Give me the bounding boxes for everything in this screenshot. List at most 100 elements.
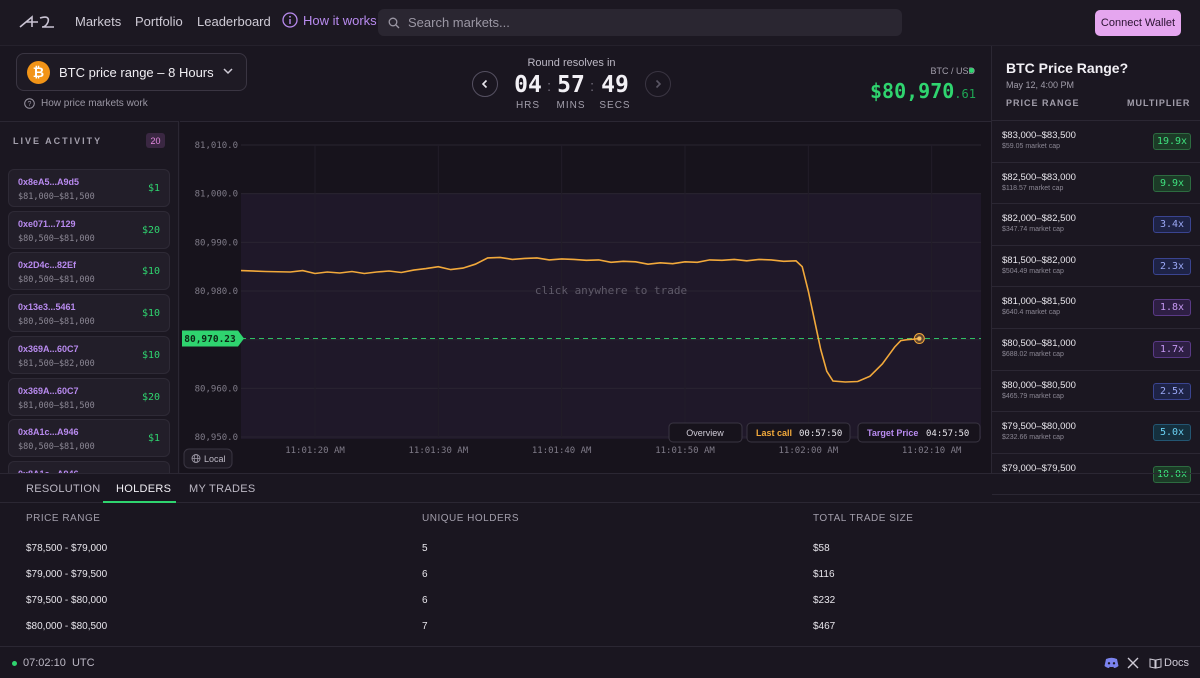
latest-price-dot <box>917 336 922 341</box>
next-round-button[interactable] <box>645 71 671 97</box>
clock-time: 07:02:10 <box>23 657 66 669</box>
range-row[interactable]: $79,000–$79,500 10.0x <box>992 454 1200 496</box>
range-label: $82,500–$83,000 <box>1002 171 1076 183</box>
table-cell: 5 <box>422 543 428 554</box>
multiplier-badge[interactable]: 10.0x <box>1153 465 1191 483</box>
range-label: $82,000–$82,500 <box>1002 213 1076 225</box>
table-cell: $116 <box>813 569 835 580</box>
prev-round-button[interactable] <box>472 71 498 97</box>
connect-wallet-button[interactable]: Connect Wallet <box>1095 10 1181 36</box>
wallet-address: 0x8A1c...A946 <box>18 427 79 438</box>
activity-range: $81,000–$81,500 <box>18 400 95 411</box>
activity-item[interactable]: 0xe071...7129 $80,500–$81,000 $20 <box>8 210 170 249</box>
clock-timezone: UTC <box>71 657 95 669</box>
price-chart[interactable]: 81,010.081,000.080,990.080,980.080,970.0… <box>180 121 991 473</box>
tab-my-trades[interactable]: MY TRADES <box>189 483 256 495</box>
nav-leaderboard[interactable]: Leaderboard <box>197 14 271 29</box>
local-button-bg <box>183 448 233 469</box>
activity-item[interactable]: 0x8A1c...A946 $80,500–$81,000 $1 <box>8 419 170 458</box>
multiplier-badge[interactable]: 1.8x <box>1153 299 1191 317</box>
activity-item[interactable]: 0x13e3...5461 $80,500–$81,000 $10 <box>8 294 170 333</box>
search-input[interactable]: Search markets... <box>378 9 902 36</box>
activity-item[interactable]: 0x8eA5...A9d5 $81,000–$81,500 $1 <box>8 169 170 207</box>
live-activity-panel: LIVE ACTIVITY 20 0x8eA5...A9d5 $81,000–$8… <box>0 121 179 473</box>
tab-holders[interactable]: HOLDERS <box>116 483 172 495</box>
activity-range: $80,500–$81,000 <box>18 317 95 328</box>
docs-link[interactable]: Docs <box>1164 657 1190 669</box>
plot-area <box>241 193 981 439</box>
how-it-works-label: How it works <box>303 12 377 28</box>
activity-range: $80,500–$81,000 <box>18 442 95 453</box>
seconds-label: SECS <box>599 100 631 111</box>
overview-button-bg <box>668 422 743 443</box>
logo[interactable] <box>18 13 60 31</box>
activity-item[interactable]: 0x369A...60C7 $81,000–$81,500 $20 <box>8 377 170 416</box>
multiplier-badge[interactable]: 2.5x <box>1153 382 1191 400</box>
active-tab-indicator <box>103 501 176 503</box>
discord-icon[interactable] <box>1104 657 1119 669</box>
market-cap-label: $232.66 market cap <box>1002 434 1064 442</box>
activity-amount: $20 <box>141 224 160 236</box>
chevron-right-icon <box>655 79 662 89</box>
y-tick-label: 80,990.0 <box>195 238 238 248</box>
table-cell: $58 <box>813 543 830 554</box>
multiplier-badge[interactable]: 2.3x <box>1153 257 1191 275</box>
range-row[interactable]: $82,000–$82,500 $347.74 market cap 3.4x <box>992 204 1200 246</box>
multiplier-badge[interactable]: 5.0x <box>1153 424 1191 442</box>
activity-item[interactable]: 0x8A1c...A946 <box>8 460 170 473</box>
range-label: $81,000–$81,500 <box>1002 296 1076 308</box>
how-price-markets-link[interactable]: ? How price markets work <box>24 98 148 109</box>
market-cap-label: $465.79 market cap <box>1002 392 1064 400</box>
tab-resolution[interactable]: RESOLUTION <box>26 483 101 495</box>
current-price-tag <box>182 330 244 347</box>
price-main: $80,970 <box>870 79 955 103</box>
range-row[interactable]: $80,000–$80,500 $465.79 market cap 2.5x <box>992 371 1200 413</box>
local-time-button[interactable]: Local <box>183 448 233 469</box>
range-label: $80,000–$80,500 <box>1002 379 1076 391</box>
table-cell: $79,500 - $80,000 <box>26 595 108 606</box>
col-price-range: PRICE RANGE <box>1006 98 1080 108</box>
activity-item[interactable]: 0x369A...60C7 $81,500–$82,000 $10 <box>8 335 170 374</box>
countdown-hours: 04 <box>514 72 542 98</box>
activity-amount: $1 <box>147 183 160 194</box>
last-call-button[interactable]: Last call 00:57:50 <box>746 422 851 443</box>
top-nav: Markets Portfolio Leaderboard How it wor… <box>0 0 1200 46</box>
multiplier-badge[interactable]: 19.9x <box>1153 133 1191 150</box>
multiplier-badge[interactable]: 3.4x <box>1153 216 1191 234</box>
multiplier-badge[interactable]: 1.7x <box>1153 340 1191 358</box>
x-tick-label: 11:01:40 AM <box>532 446 592 456</box>
nav-markets[interactable]: Markets <box>75 14 122 29</box>
activity-range: $80,500–$81,000 <box>18 233 95 244</box>
target-price-time: 04:57:50 <box>926 429 969 439</box>
chart-canvas[interactable]: 81,010.081,000.080,990.080,980.080,970.0… <box>180 122 991 474</box>
range-row[interactable]: $83,000–$83,500 $59.05 market cap 19.9x <box>992 121 1200 163</box>
x-twitter-icon[interactable] <box>1127 657 1139 669</box>
multiplier-badge[interactable]: 9.9x <box>1153 174 1191 192</box>
nav-portfolio[interactable]: Portfolio <box>135 14 183 29</box>
range-row[interactable]: $82,500–$83,000 $118.57 market cap 9.9x <box>992 163 1200 205</box>
activity-item[interactable]: 0x2D4c...82Ef $80,500–$81,000 $10 <box>8 252 170 291</box>
range-row[interactable]: $81,000–$81,500 $640.4 market cap 1.8x <box>992 287 1200 329</box>
overview-button[interactable]: Overview <box>668 422 743 443</box>
range-row[interactable]: $81,500–$82,000 $504.49 market cap 2.3x <box>992 246 1200 288</box>
help-icon: ? <box>24 98 35 109</box>
range-row[interactable]: $79,500–$80,000 $232.66 market cap 5.0x <box>992 412 1200 454</box>
market-selector[interactable]: ₿ BTC price range – 8 Hours <box>16 53 247 91</box>
y-tick-label: 80,950.0 <box>195 433 238 443</box>
market-cap-label: $59.05 market cap <box>1002 143 1060 150</box>
search-placeholder: Search markets... <box>408 15 510 30</box>
market-cap-label: $118.57 market cap <box>1002 184 1064 192</box>
table-cell: $80,000 - $80,500 <box>26 621 108 632</box>
activity-amount: $10 <box>141 349 160 361</box>
last-call-time: 00:57:50 <box>799 429 842 439</box>
last-call-label: Last call <box>756 428 792 438</box>
table-cell: $78,500 - $79,000 <box>26 543 108 554</box>
status-dot <box>12 661 17 666</box>
nav-how-it-works[interactable]: How it works <box>282 12 377 28</box>
panel-title: BTC Price Range? <box>1006 60 1129 76</box>
activity-range: $81,500–$82,000 <box>18 358 95 369</box>
target-price-button[interactable]: Target Price 04:57:50 <box>857 422 981 443</box>
market-cap-label: $347.74 market cap <box>1002 226 1064 234</box>
round-label: Round resolves in <box>527 57 616 69</box>
range-row[interactable]: $80,500–$81,000 $688.02 market cap 1.7x <box>992 329 1200 371</box>
